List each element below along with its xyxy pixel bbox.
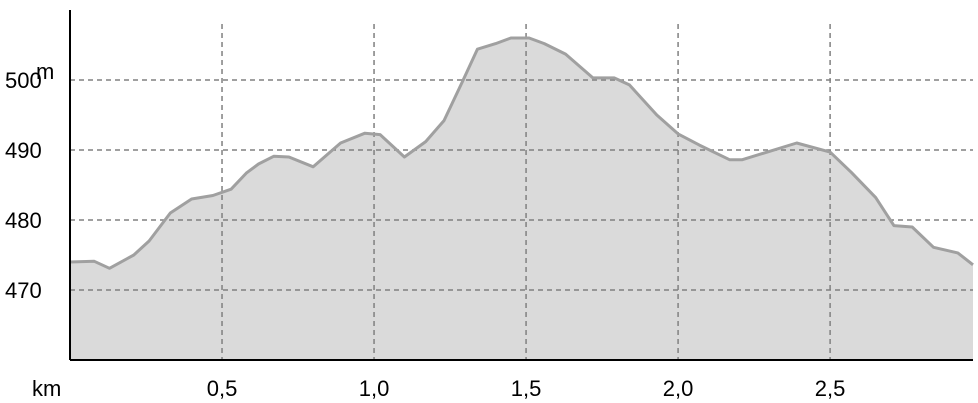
x-tick-label: 2,0 (663, 376, 694, 401)
x-tick-label: 1,5 (511, 376, 542, 401)
x-tick-label: 0,5 (207, 376, 238, 401)
y-tick-label: 490 (5, 138, 42, 163)
x-tick-label: 2,5 (815, 376, 846, 401)
y-axis-unit-label: m (36, 59, 54, 84)
elevation-area (70, 38, 973, 360)
x-tick-label: 1,0 (359, 376, 390, 401)
x-axis-unit-label: km (32, 376, 61, 401)
y-tick-label: 480 (5, 208, 42, 233)
tick-labels: 470 480 490 500 0,5 1,0 1,5 2,0 2,5 (5, 68, 845, 401)
elevation-line (69, 36, 974, 270)
grid (70, 24, 973, 360)
y-tick-label: 470 (5, 278, 42, 303)
y-tick-label: 500 (5, 68, 42, 93)
